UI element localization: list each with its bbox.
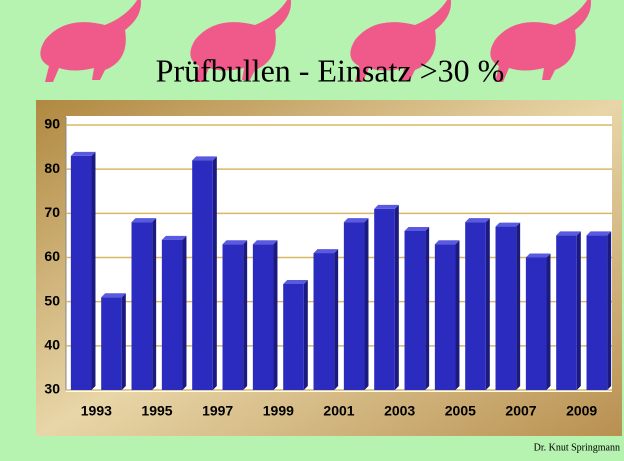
bar (71, 156, 92, 390)
x-tick-label: 1995 (141, 403, 172, 419)
bar-side (243, 240, 247, 390)
bar-top (435, 240, 460, 244)
bar-side (516, 223, 520, 390)
bar-side (213, 156, 217, 390)
bar-side (182, 236, 186, 390)
bar-top (192, 156, 217, 160)
bar-side (425, 227, 429, 390)
y-tick-label: 30 (44, 381, 60, 397)
bar (496, 227, 517, 390)
y-tick-label: 90 (44, 116, 60, 132)
x-tick-label: 2005 (445, 403, 476, 419)
bar-top (374, 205, 399, 209)
bar-top (101, 293, 126, 297)
bar (314, 253, 335, 390)
bar (556, 235, 577, 390)
bar-top (465, 218, 490, 222)
bar-top (314, 249, 339, 253)
bar-top (344, 218, 369, 222)
y-tick-label: 40 (44, 337, 60, 353)
bar (374, 209, 395, 390)
bar (162, 240, 183, 390)
bar-side (607, 231, 611, 390)
bar-top (223, 240, 248, 244)
bar-side (334, 249, 338, 390)
bar (192, 160, 213, 390)
bar-top (132, 218, 157, 222)
bar (253, 244, 274, 390)
bar (223, 244, 244, 390)
bar-side (455, 240, 459, 390)
bar-side (152, 218, 156, 390)
bar-top (496, 223, 521, 227)
bar-top (162, 236, 187, 240)
bar (526, 258, 547, 391)
y-tick-label: 50 (44, 292, 60, 308)
x-tick-label: 2007 (505, 403, 536, 419)
x-tick-label: 2009 (566, 403, 597, 419)
bar-top (283, 280, 308, 284)
bar (405, 231, 426, 390)
bar-top (405, 227, 430, 231)
page: Prüfbullen - Einsatz >30 % Dr. Knut Spri… (0, 0, 624, 461)
x-tick-label: 1997 (202, 403, 233, 419)
y-tick-label: 80 (44, 160, 60, 176)
bar-top (556, 231, 581, 235)
bar-side (273, 240, 277, 390)
bar (132, 222, 153, 390)
bar (283, 284, 304, 390)
chart: Prüfbullen - Einsatz >30 % Dr. Knut Spri… (0, 0, 624, 461)
bar-top (253, 240, 278, 244)
bar (344, 222, 365, 390)
bar (587, 235, 608, 390)
bar-side (486, 218, 490, 390)
bar (465, 222, 486, 390)
bar-top (587, 231, 612, 235)
footer: Dr. Knut Springmann (534, 442, 620, 453)
bar-top (71, 152, 96, 156)
y-tick-label: 60 (44, 248, 60, 264)
bar-side (364, 218, 368, 390)
chart-title: Prüfbullen - Einsatz >30 % (156, 52, 505, 88)
x-tick-label: 2001 (323, 403, 354, 419)
bar-side (304, 280, 308, 390)
bar (435, 244, 456, 390)
bar-side (546, 254, 550, 391)
bar-side (395, 205, 399, 390)
x-tick-label: 1993 (81, 403, 112, 419)
bar (101, 297, 122, 390)
bar-side (91, 152, 95, 390)
bar-side (122, 293, 126, 390)
y-tick-label: 70 (44, 204, 60, 220)
bar-top (526, 254, 551, 258)
bar-side (577, 231, 581, 390)
x-tick-label: 1999 (263, 403, 294, 419)
x-tick-label: 2003 (384, 403, 415, 419)
